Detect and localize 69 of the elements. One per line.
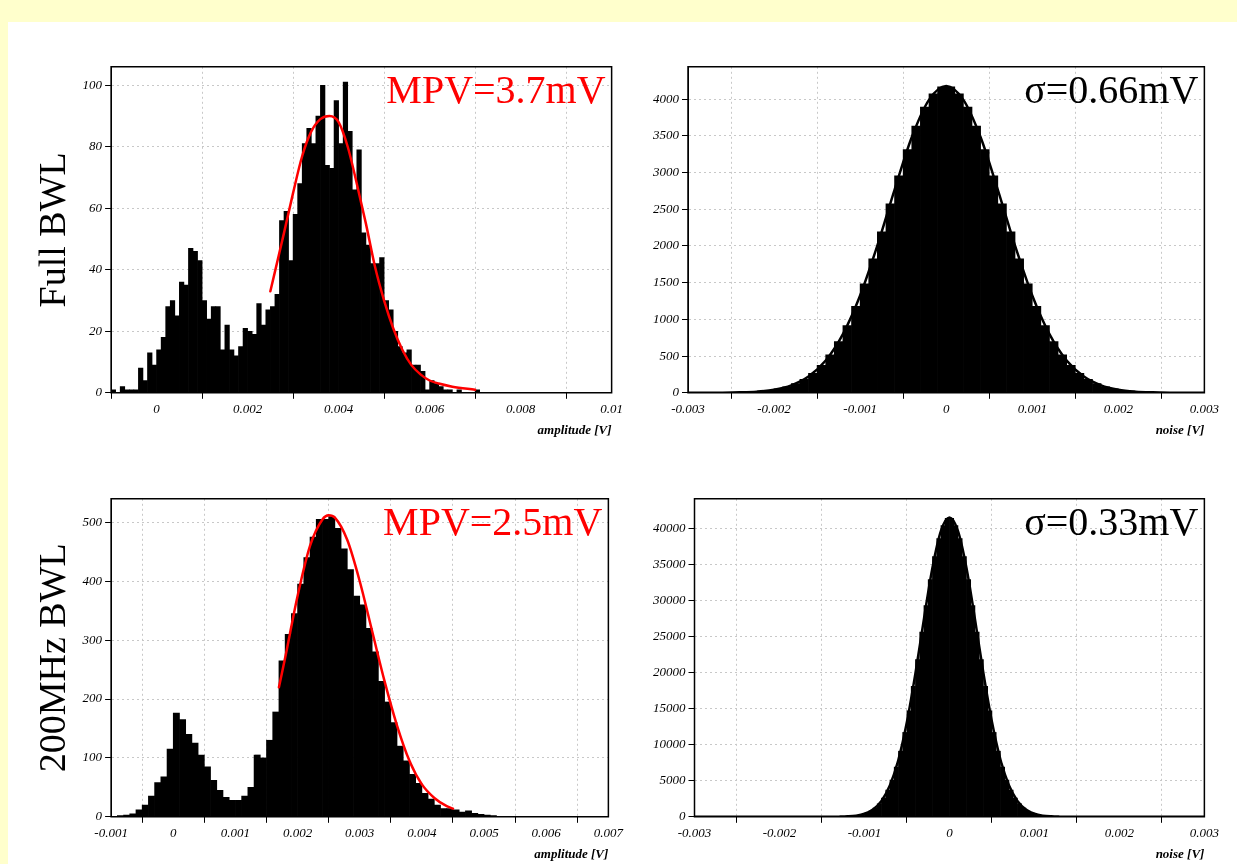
x-tick-label: 0 <box>170 825 178 841</box>
x-tick-label: -0.002 <box>762 825 797 841</box>
x-tick-label: 0.002 <box>1103 401 1134 417</box>
x-tick-label: -0.002 <box>757 401 792 417</box>
y-tick-label: 10000 <box>653 736 686 752</box>
y-tick-label: 15000 <box>653 700 686 716</box>
x-tick-label: 0.005 <box>469 825 500 841</box>
x-axis-title: noise [V] <box>1155 845 1205 861</box>
x-tick-label: -0.003 <box>671 401 706 417</box>
y-tick-label: 0 <box>672 384 680 400</box>
y-tick-label: 2500 <box>653 200 680 216</box>
x-tick-label: 0.002 <box>282 825 313 841</box>
y-tick-label: 30000 <box>652 591 686 607</box>
y-tick-label: 200 <box>82 690 103 706</box>
y-tick-label: 25000 <box>653 627 686 643</box>
x-tick-label: -0.003 <box>677 825 712 841</box>
y-tick-label: 5000 <box>659 772 686 788</box>
y-tick-label: 20000 <box>653 664 686 679</box>
y-tick-label: 4000 <box>653 90 680 106</box>
annotation: σ=0.66mV <box>1024 67 1199 113</box>
x-tick-label: 0.006 <box>414 401 445 417</box>
y-tick-label: 0 <box>95 384 103 400</box>
y-tick-label: 500 <box>82 513 103 529</box>
x-tick-label: 0.002 <box>1104 825 1135 841</box>
x-tick-label: 0.001 <box>1017 401 1047 417</box>
y-axis-title: 200MHz BWL <box>30 543 73 773</box>
x-tick-label: 0.003 <box>345 825 375 841</box>
y-tick-label: 300 <box>81 631 103 647</box>
x-tick-label: -0.001 <box>843 401 877 417</box>
x-tick-label: 0.001 <box>220 825 251 841</box>
y-axis-title: Full BWL <box>30 152 73 308</box>
annotation: MPV=2.5mV <box>383 499 603 545</box>
y-tick-label: 500 <box>659 347 680 363</box>
x-tick-label: -0.001 <box>94 825 128 841</box>
x-tick-label: 0.007 <box>593 825 624 841</box>
y-tick-label: 0 <box>679 808 686 824</box>
x-tick-label: 0.004 <box>407 825 438 841</box>
y-tick-label: 3500 <box>652 127 680 143</box>
annotation: MPV=3.7mV <box>386 67 606 113</box>
x-axis-title: amplitude [V] <box>537 421 612 437</box>
y-tick-label: 100 <box>82 76 103 92</box>
y-tick-label: 100 <box>82 749 103 765</box>
x-tick-label: -0.001 <box>847 825 882 841</box>
y-tick-label: 1500 <box>653 274 680 290</box>
y-tick-label: 1000 <box>653 310 680 326</box>
x-tick-label: 0.004 <box>323 401 354 417</box>
x-axis-title: amplitude [V] <box>534 845 609 861</box>
y-tick-label: 400 <box>82 572 103 588</box>
y-tick-label: 40000 <box>653 519 686 535</box>
y-tick-label: 2000 <box>653 237 680 253</box>
annotation: σ=0.33mV <box>1024 499 1199 545</box>
x-tick-label: 0.008 <box>506 401 536 417</box>
y-tick-label: 60 <box>89 199 103 215</box>
x-tick-label: 0.01 <box>600 401 623 417</box>
y-tick-label: 20 <box>89 322 103 338</box>
x-tick-label: 0.003 <box>1189 825 1220 841</box>
x-tick-label: 0.003 <box>1189 401 1220 417</box>
x-tick-label: 0.002 <box>232 401 263 417</box>
x-tick-label: 0 <box>153 401 161 417</box>
y-tick-label: 80 <box>89 138 103 154</box>
x-tick-label: 0 <box>946 825 954 841</box>
x-tick-label: 0 <box>942 401 950 417</box>
y-tick-label: 0 <box>95 808 103 824</box>
y-tick-label: 3000 <box>652 163 680 179</box>
x-tick-label: 0.006 <box>531 825 562 841</box>
y-tick-label: 40 <box>89 261 103 277</box>
y-tick-label: 35000 <box>652 555 686 571</box>
x-tick-label: 0.001 <box>1019 825 1050 841</box>
x-axis-title: noise [V] <box>1155 421 1205 437</box>
